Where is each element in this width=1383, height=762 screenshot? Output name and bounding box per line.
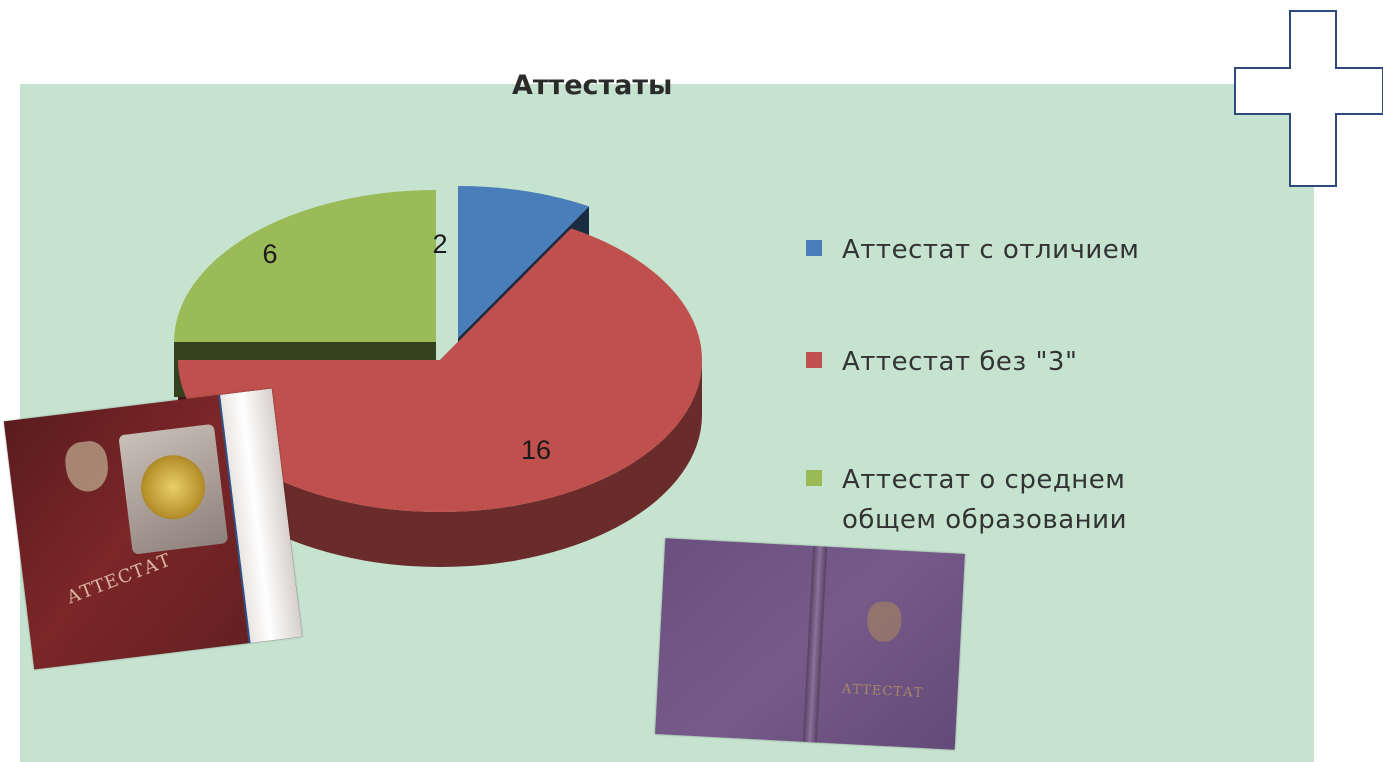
legend-item: Аттестат о среднем общем образовании <box>806 460 1202 540</box>
cover-text: АТТЕСТАТ <box>841 681 924 701</box>
legend-swatch <box>806 240 822 256</box>
crest-emblem <box>866 600 903 643</box>
certificate-spine <box>802 546 828 743</box>
pie-slice-side <box>178 360 702 567</box>
cover-text: АТТЕСТАТ <box>63 549 175 609</box>
chart-title: Аттестаты <box>512 70 673 101</box>
legend-swatch <box>806 352 822 368</box>
cross-icon <box>1234 10 1383 187</box>
pie-slice <box>178 228 702 512</box>
data-label: 16 <box>521 435 551 465</box>
data-label: 6 <box>262 239 277 269</box>
legend-item: Аттестат с отличием <box>806 230 1202 270</box>
pie-slice <box>458 186 589 338</box>
legend-label: Аттестат без "3" <box>842 347 1078 377</box>
certificate-cover-photo: АТТЕСТАТ <box>655 538 965 750</box>
legend-label: Аттестат с отличием <box>842 235 1140 265</box>
pie-slice <box>174 190 436 342</box>
legend-label: Аттестат о среднем общем образовании <box>842 465 1127 535</box>
crest-emblem <box>63 439 111 494</box>
certificate-with-medal-photo: АТТЕСТАТ <box>3 388 303 670</box>
legend-item: Аттестат без "3" <box>806 342 1202 382</box>
data-label: 2 <box>432 229 447 259</box>
legend-swatch <box>806 470 822 486</box>
